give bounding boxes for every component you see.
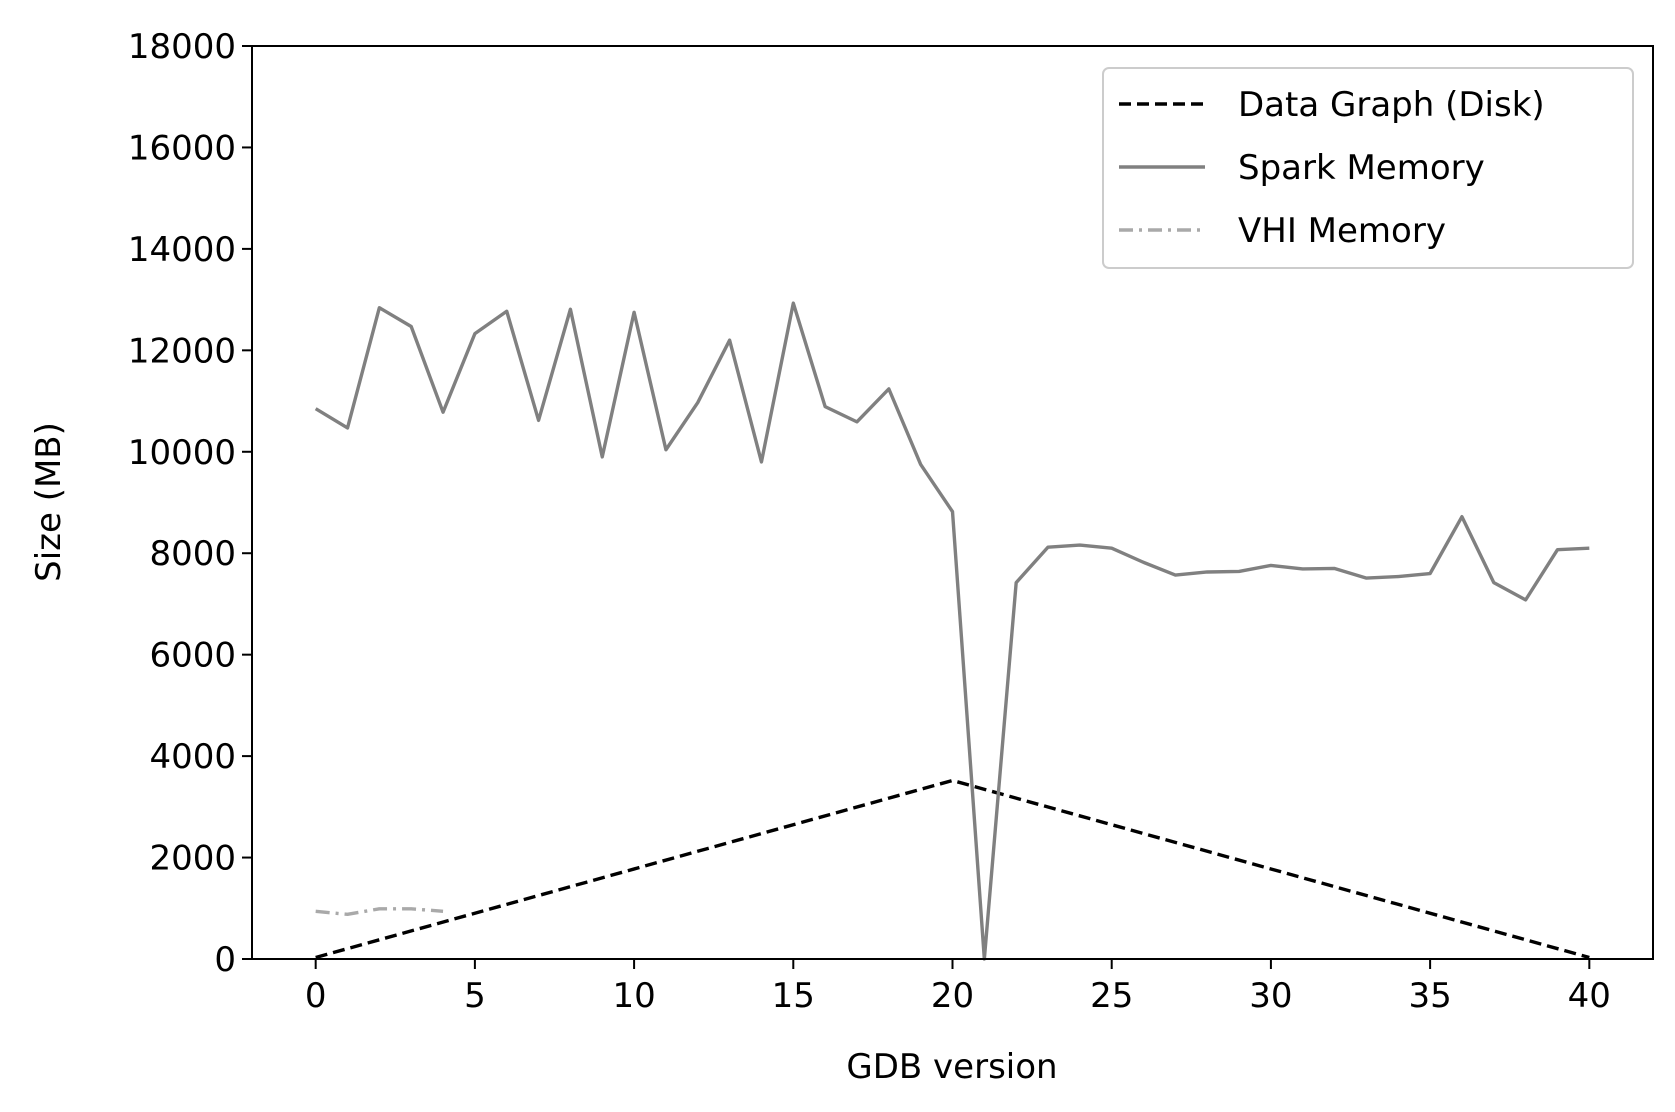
y-tick-label: 2000 [149,839,236,879]
x-tick-label: 10 [612,976,655,1016]
legend-frame [1102,67,1634,269]
y-tick-label: 16000 [128,128,236,168]
y-tick-label: 14000 [128,230,236,270]
legend-label-2: Spark Memory [1238,148,1485,188]
legend-label-1: Data Graph (Disk) [1238,85,1545,125]
x-tick-label: 30 [1249,976,1292,1016]
x-tick-label: 25 [1090,976,1133,1016]
series-line-1 [315,778,1590,960]
series-line-2 [314,301,1590,961]
x-axis-label: GDB version [846,1047,1057,1087]
y-tick-label: 8000 [149,534,236,574]
series-line-3 [315,907,444,917]
y-tick-label: 10000 [128,433,236,473]
series-layer [314,301,1590,961]
y-tick-label: 0 [214,940,236,980]
y-axis-label: Size (MB) [29,422,69,582]
x-tick-label: 0 [305,976,327,1016]
y-tick-label: 18000 [128,27,236,67]
x-tick-label: 15 [772,976,815,1016]
x-tick-label: 35 [1408,976,1451,1016]
legend-label-3: VHI Memory [1238,211,1446,251]
x-tick-label: 20 [931,976,974,1016]
tick-layer: 0 5 10 15 20 25 30 35 40 0 2000 4000 6000 8000 10000 12… [128,27,1611,1016]
legend: Data Graph (Disk) Spark Memory VHI Memory [1102,67,1634,269]
y-tick-label: 12000 [128,331,236,371]
y-tick-label: 4000 [149,737,236,777]
x-tick-label: 40 [1568,976,1611,1016]
y-tick-label: 6000 [149,636,236,676]
x-tick-label: 5 [464,976,486,1016]
